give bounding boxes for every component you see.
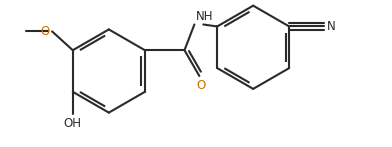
Text: O: O [41, 25, 50, 38]
Text: N: N [327, 20, 336, 33]
Text: NH: NH [196, 10, 214, 22]
Text: O: O [197, 79, 206, 92]
Text: OH: OH [64, 117, 82, 130]
